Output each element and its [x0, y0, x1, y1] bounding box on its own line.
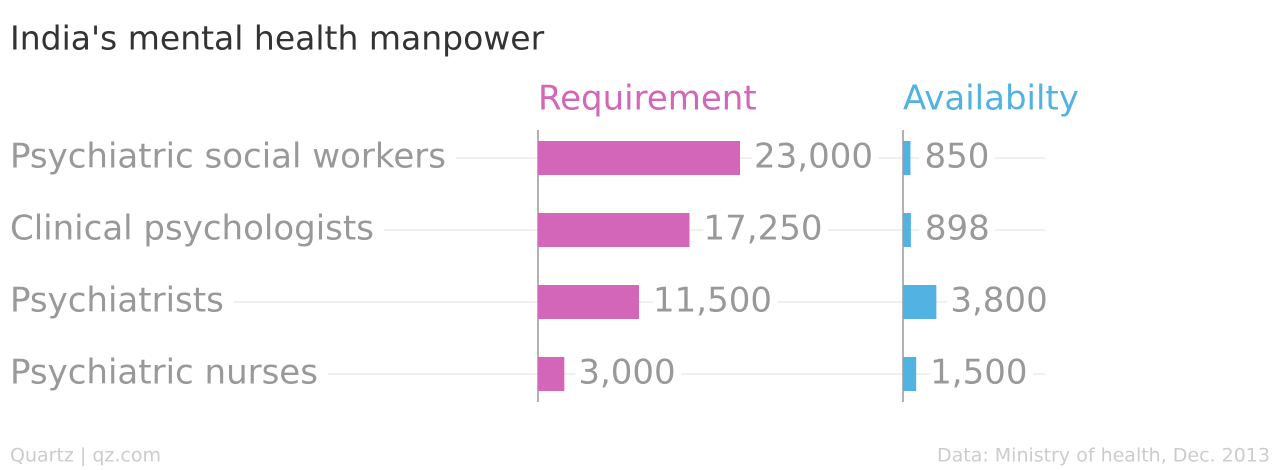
- bar: [903, 213, 911, 247]
- bar: [538, 357, 565, 391]
- category-label: Psychiatric social workers: [10, 137, 446, 177]
- bar: [538, 141, 740, 175]
- note: Data: Ministry of health, Dec. 2013: [937, 445, 1270, 467]
- value-label: 23,000: [754, 137, 873, 177]
- bar: [538, 285, 639, 319]
- bar: [903, 285, 937, 319]
- source: Quartz | qz.com: [10, 445, 161, 467]
- value-label: 898: [925, 209, 990, 249]
- bar: [903, 141, 911, 175]
- value-label: 1,500: [930, 353, 1027, 393]
- category-label: Psychiatric nurses: [10, 353, 318, 393]
- chart-title: India's mental health manpower: [10, 19, 545, 58]
- bar: [538, 213, 690, 247]
- series-header: Requirement: [538, 79, 757, 119]
- bar: [903, 357, 917, 391]
- category-label: Psychiatrists: [10, 281, 224, 321]
- value-label: 11,500: [653, 281, 772, 321]
- value-label: 850: [924, 137, 989, 177]
- series-header: Availabilty: [903, 79, 1079, 119]
- value-label: 3,800: [950, 281, 1047, 321]
- value-label: 17,250: [704, 209, 823, 249]
- category-label: Clinical psychologists: [10, 209, 374, 249]
- value-label: 3,000: [578, 353, 675, 393]
